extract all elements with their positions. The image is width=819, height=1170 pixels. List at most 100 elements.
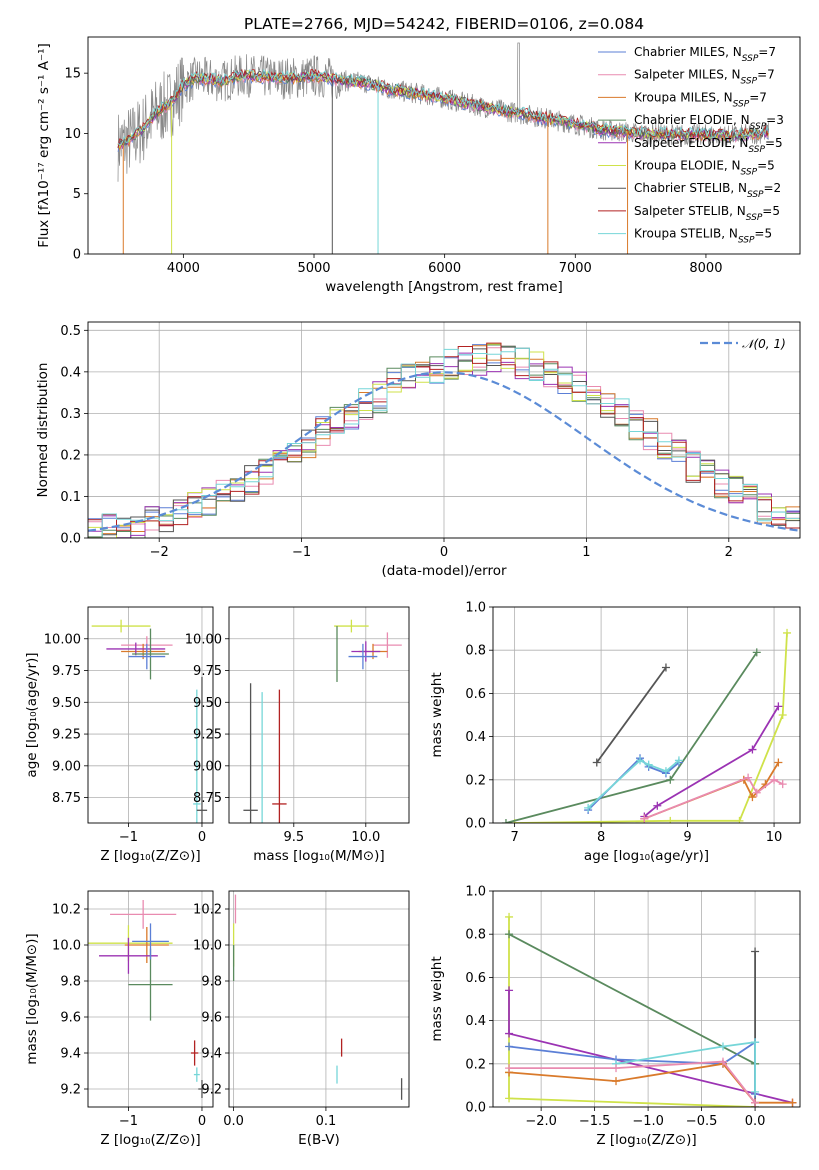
plus-marker — [752, 648, 761, 657]
axes-frame — [492, 890, 801, 1108]
y-tick-label: 9.50 — [193, 696, 222, 711]
error-cross-salpeter-elodie — [106, 642, 166, 656]
legend-subscript: SSP — [733, 99, 750, 109]
normal-curve — [88, 371, 800, 532]
series-line — [643, 705, 780, 818]
x-tick-label: 9.5 — [283, 830, 304, 845]
x-tick-label: 8000 — [689, 261, 722, 276]
x-axis-label: (data-model)/error — [381, 563, 507, 579]
error-cross-salpeter-elodie — [351, 641, 381, 662]
legend-subscript: SSP — [750, 122, 767, 132]
y-tick-label: 0.8 — [465, 644, 486, 659]
panel-mass-vs-ebv: 0.0 0.1 9.2 9.4 9.6 9.8 10.0 10.2 E(B-V) — [193, 890, 410, 1148]
y-tick-label: 10.00 — [185, 632, 222, 647]
y-tick-label: 0.2 — [60, 448, 81, 463]
y-axis-label: mass weight — [429, 672, 445, 757]
axes-frame — [87, 36, 801, 255]
spectrum-legend: Chabrier MILES, NSSP=7 Salpeter MILES, NS… — [598, 45, 784, 246]
y-tick-label: 9.4 — [201, 1047, 222, 1062]
axes-frame — [228, 606, 410, 824]
y-tick-label: 9.4 — [60, 1047, 81, 1062]
plus-marker — [505, 1029, 514, 1038]
y-tick-label: 9.6 — [60, 1011, 81, 1026]
error-cross-kroupa-elodie — [91, 619, 151, 633]
error-cross-salpeter-stelib — [190, 1040, 199, 1066]
plus-marker — [612, 1077, 621, 1086]
x-axis-label: Z [log₁₀(Z/Z⊙)] — [596, 1132, 696, 1148]
legend-value: =3 — [766, 113, 784, 127]
panel-mass-weight-vs-Z: −2.0 −1.5 −1.0 −0.5 0.0 0.0 0.2 0.4 0.6 0.8 1.0 Z [… — [429, 885, 801, 1148]
x-tick-label: 6000 — [428, 261, 461, 276]
y-tick-label: 0.6 — [465, 971, 486, 986]
error-cross-chabrier-stelib — [198, 1080, 206, 1098]
y-axis-label: age [log₁₀(age/yr)] — [24, 652, 40, 777]
plot-area — [88, 900, 206, 1098]
plus-marker — [751, 1098, 760, 1107]
axes-frame — [228, 890, 410, 1108]
error-cross-kroupa-miles — [124, 927, 169, 963]
plus-marker — [640, 814, 649, 823]
panel-spectrum: 4000 5000 6000 7000 8000 0 5 10 15 wavelength [An… — [36, 36, 801, 295]
x-tick-label: 0.0 — [745, 1114, 766, 1129]
model-spectrum-salpeter-stelib — [117, 68, 769, 149]
axes-frame — [87, 606, 214, 824]
legend-entry: Salpeter STELIB, NSSP=5 — [634, 204, 780, 223]
legend-entry: Kroupa ELODIE, NSSP=5 — [634, 159, 775, 178]
x-tick-label: 9 — [683, 830, 691, 845]
plus-marker — [505, 930, 514, 939]
x-tick-label: 4000 — [167, 261, 200, 276]
series-kroupa-stelib — [612, 1038, 760, 1096]
y-tick-label: 9.75 — [193, 664, 222, 679]
x-tick-label: −2 — [150, 545, 169, 560]
y-axis-label: Flux [fλ10⁻¹⁷ erg cm⁻² s⁻¹ A⁻¹] — [36, 43, 52, 248]
plus-marker — [501, 819, 510, 823]
legend-value: =7 — [749, 90, 767, 104]
figure-title: PLATE=2766, MJD=54242, FIBERID=0106, z=0… — [244, 15, 644, 33]
y-tick-label: 8.75 — [193, 791, 222, 806]
error-cross-chabrier-miles — [348, 643, 378, 670]
series-kroupa-elodie — [505, 912, 760, 1107]
error-cross-salpeter-elodie — [99, 937, 158, 974]
x-tick-label: −1 — [292, 545, 311, 560]
y-tick-label: 0.5 — [60, 324, 81, 339]
plus-marker — [774, 702, 783, 711]
y-tick-label: 0.4 — [60, 365, 81, 380]
plus-marker — [505, 912, 514, 921]
plus-marker — [770, 775, 779, 784]
legend-subscript: SSP — [746, 213, 763, 223]
legend-entry: 𝒩(0, 1) — [742, 337, 786, 351]
plus-marker — [748, 793, 757, 802]
x-axis-label: Z [log₁₀(Z/Z⊙)] — [100, 1132, 200, 1148]
plot-area — [505, 912, 797, 1107]
series-line — [514, 632, 788, 823]
series-line — [596, 666, 667, 764]
series-salpeter-elodie — [640, 702, 783, 821]
legend-subscript: SSP — [748, 145, 765, 155]
series-chabrier-elodie — [501, 648, 761, 823]
x-tick-label: 1 — [582, 545, 590, 560]
x-tick-label: 2 — [725, 545, 733, 560]
y-tick-label: 10.0 — [52, 939, 81, 954]
plus-marker — [744, 773, 753, 782]
y-tick-label: 9.6 — [201, 1011, 222, 1026]
y-tick-label: 10.00 — [44, 632, 81, 647]
legend-subscript: SSP — [741, 77, 758, 87]
series-kroupa-stelib — [584, 756, 683, 812]
y-tick-label: 0.8 — [465, 928, 486, 943]
legend-entry: Chabrier STELIB, NSSP=2 — [634, 181, 781, 200]
plus-marker — [592, 758, 601, 767]
y-tick-label: 10.0 — [193, 939, 222, 954]
plot-area — [232, 894, 403, 1100]
panel-mass-vs-Z: −1 0 9.2 9.4 9.6 9.8 10.0 10.2 Z [log₁₀(Z/Z⊙)] ma… — [24, 890, 214, 1148]
y-tick-label: 0.1 — [60, 490, 81, 505]
plus-marker — [505, 1042, 514, 1051]
legend-entry: Kroupa STELIB, NSSP=5 — [634, 227, 772, 246]
legend-subscript: SSP — [738, 236, 755, 246]
x-tick-label: −2.0 — [525, 1114, 557, 1129]
legend-entry: Chabrier MILES, NSSP=7 — [634, 45, 776, 64]
y-tick-label: 1.0 — [465, 885, 486, 900]
data-spectrum — [117, 42, 769, 182]
legend-value: =5 — [754, 227, 772, 241]
error-cross-salpeter-miles — [373, 632, 402, 658]
legend-subscript: SSP — [742, 54, 759, 64]
